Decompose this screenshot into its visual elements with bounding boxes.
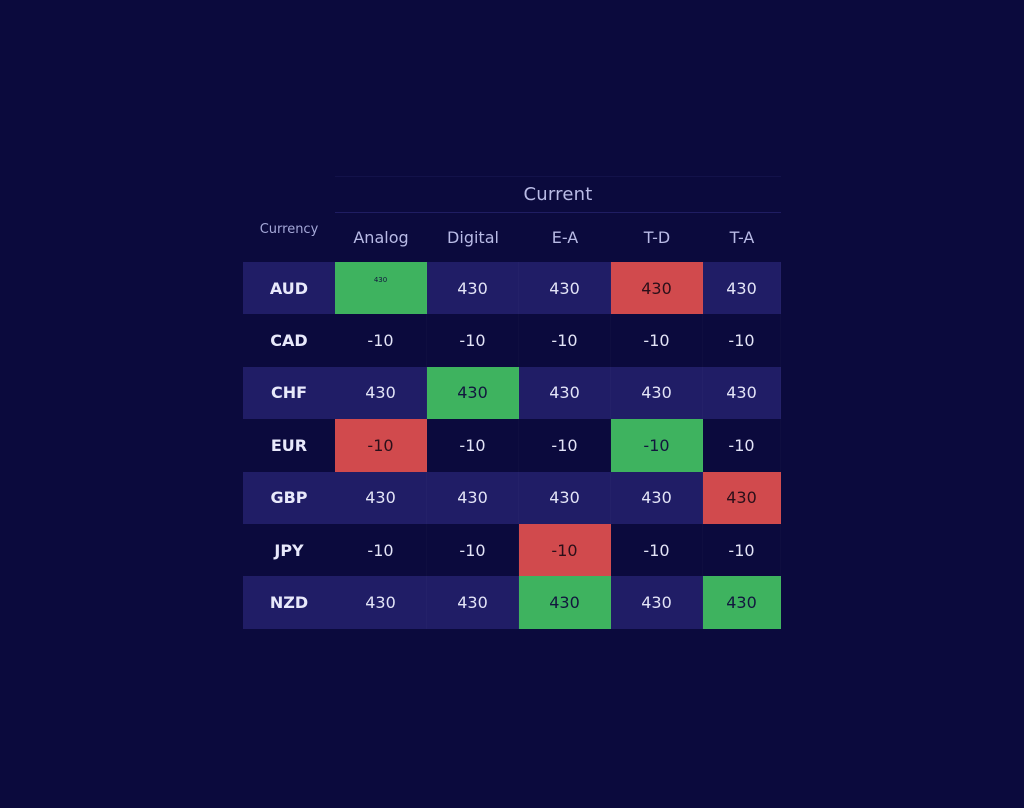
table-cell: -10 <box>728 435 755 455</box>
table-cell: 430 <box>549 488 580 508</box>
currency-label: CAD <box>270 331 308 351</box>
table-cell: -10 <box>459 331 486 351</box>
table-cell: 430 <box>335 262 427 315</box>
table-cell: -10 <box>643 331 670 351</box>
table-cell: -10 <box>519 523 611 577</box>
currency-table: Current Currency Analog Digital E-A T-D … <box>243 176 781 629</box>
table-row: JPY -10 -10 -10 -10 -10 <box>243 523 781 577</box>
column-header-t-a: T-A <box>729 228 755 247</box>
table-cell: 430 <box>549 278 580 298</box>
table-cell: 430 <box>641 383 672 403</box>
table-cell: 430 <box>726 278 757 298</box>
table-cell: 430 <box>365 383 396 403</box>
table-body: AUD 430 430 430 430 430 CAD -10 -10 -10 -10 -10 CHF 4… <box>243 262 781 629</box>
column-header-analog: Analog <box>353 228 409 247</box>
currency-label: NZD <box>269 593 309 613</box>
table-cell: -10 <box>459 540 486 560</box>
table-cell: -10 <box>551 435 578 455</box>
table-cell: -10 <box>551 331 578 351</box>
table-row: CHF 430 430 430 430 430 <box>243 366 781 420</box>
currency-label: EUR <box>270 435 308 455</box>
table-cell: -10 <box>335 419 427 472</box>
table-cell: -10 <box>459 435 486 455</box>
currency-label: CHF <box>270 383 308 403</box>
table-cell: 430 <box>641 488 672 508</box>
table-cell: -10 <box>367 540 394 560</box>
table-cell: 430 <box>611 262 703 315</box>
table-cell: 430 <box>365 488 396 508</box>
table-cell: 430 <box>427 366 519 420</box>
table-cell: 430 <box>457 593 488 613</box>
table-cell: 430 <box>703 471 781 524</box>
table-cell: -10 <box>611 419 703 472</box>
table-header: Current Currency Analog Digital E-A T-D … <box>243 176 781 262</box>
column-header-e-a: E-A <box>551 228 579 247</box>
table-cell: 430 <box>726 383 757 403</box>
column-header-t-d: T-D <box>643 228 671 247</box>
table-row: EUR -10 -10 -10 -10 -10 <box>243 419 781 472</box>
table-cell: 430 <box>519 576 611 629</box>
table-cell: -10 <box>367 331 394 351</box>
currency-label: AUD <box>269 278 309 298</box>
table-cell: -10 <box>728 331 755 351</box>
table-cell: -10 <box>643 540 670 560</box>
table-row: GBP 430 430 430 430 430 <box>243 471 781 524</box>
table-row: AUD 430 430 430 430 430 <box>243 262 781 315</box>
row-header-currency: Currency <box>259 222 319 237</box>
table-row: NZD 430 430 430 430 430 <box>243 576 781 629</box>
table-cell: 430 <box>549 383 580 403</box>
group-title: Current <box>335 176 781 213</box>
table-cell: 430 <box>703 576 781 629</box>
currency-label: JPY <box>274 540 304 560</box>
table-cell: 430 <box>457 278 488 298</box>
table-cell: 430 <box>641 593 672 613</box>
table-cell: 430 <box>457 488 488 508</box>
table-row: CAD -10 -10 -10 -10 -10 <box>243 314 781 366</box>
table-cell: 430 <box>365 593 396 613</box>
column-header-digital: Digital <box>447 228 499 247</box>
currency-label: GBP <box>270 488 308 508</box>
table-cell: -10 <box>728 540 755 560</box>
